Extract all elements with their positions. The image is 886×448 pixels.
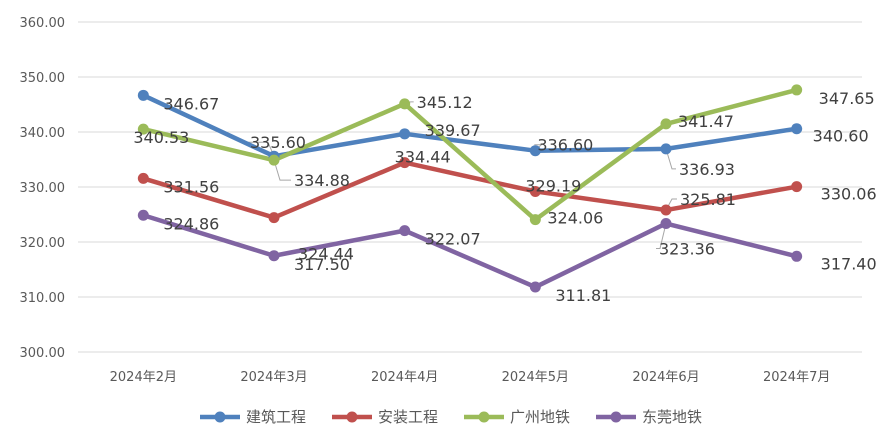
data-point (791, 181, 803, 193)
legend-marker (214, 411, 226, 423)
series-line (141, 160, 799, 220)
x-tick-label: 2024年3月 (240, 370, 307, 385)
legend-label: 安装工程 (378, 408, 438, 426)
data-point (660, 143, 672, 155)
series-lines (141, 87, 799, 290)
data-point (660, 218, 672, 230)
data-point (399, 98, 411, 110)
data-label: 336.60 (537, 136, 593, 155)
data-label: 336.93 (679, 160, 735, 179)
y-tick-label: 300.00 (20, 346, 66, 361)
data-point (137, 89, 149, 101)
data-label: 317.50 (294, 255, 350, 274)
data-label: 334.88 (294, 171, 350, 190)
data-label: 324.44 (298, 245, 354, 264)
data-point (660, 118, 672, 130)
data-label: 324.86 (163, 214, 219, 233)
data-label: 346.67 (163, 94, 219, 113)
data-label: 311.81 (555, 286, 611, 305)
series-points (137, 84, 803, 293)
data-label: 341.47 (678, 112, 734, 131)
data-label: 340.53 (133, 128, 189, 147)
y-tick-label: 340.00 (20, 126, 66, 141)
data-point (399, 225, 411, 237)
series-line (141, 93, 799, 159)
data-label: 340.60 (813, 127, 869, 146)
legend-marker (346, 411, 358, 423)
data-label: 339.67 (425, 121, 481, 140)
data-labels: 346.67 335.60 339.67 336.60 336.93 340.60 331.… (133, 89, 876, 305)
data-point (268, 212, 280, 224)
data-label: 317.40 (821, 254, 877, 273)
x-axis-ticks: 2024年2月 2024年3月 2024年4月 2024年5月 2024年6月 2024年… (110, 370, 831, 385)
data-point (529, 281, 541, 293)
data-label: 322.07 (425, 230, 481, 249)
y-tick-label: 320.00 (20, 236, 66, 251)
x-tick-label: 2024年7月 (763, 370, 830, 385)
y-tick-label: 360.00 (20, 16, 66, 31)
legend-label: 广州地铁 (510, 408, 570, 426)
data-point (137, 172, 149, 184)
y-tick-label: 350.00 (20, 71, 66, 86)
data-label: 329.19 (525, 176, 581, 195)
y-tick-label: 310.00 (20, 291, 66, 306)
data-point (399, 128, 411, 140)
x-tick-label: 2024年4月 (371, 370, 438, 385)
label-leader-line (656, 223, 667, 250)
data-label: 347.65 (819, 89, 875, 108)
x-tick-label: 2024年2月 (110, 370, 177, 385)
legend-marker (610, 411, 622, 423)
data-label: 323.36 (659, 240, 715, 259)
data-point (529, 145, 541, 157)
legend-marker (478, 411, 490, 423)
legend: 建筑工程 安装工程 广州地铁 东莞地铁 (200, 408, 702, 426)
legend-label: 东莞地铁 (642, 408, 702, 426)
x-tick-label: 2024年6月 (632, 370, 699, 385)
series-line (141, 213, 799, 290)
data-point (529, 185, 541, 197)
data-label: 330.06 (821, 185, 877, 204)
data-label: 324.06 (547, 209, 603, 228)
data-point (137, 123, 149, 135)
y-axis-ticks: 300.00 310.00 320.00 330.00 340.00 350.00 360.… (20, 16, 66, 361)
data-point (268, 250, 280, 262)
data-point (791, 84, 803, 96)
data-label: 325.81 (680, 190, 736, 209)
label-leader-lines (247, 101, 677, 250)
data-point (791, 250, 803, 262)
label-leader-line (273, 160, 291, 181)
data-label: 334.44 (395, 148, 451, 167)
data-point (529, 214, 541, 226)
data-point (660, 204, 672, 216)
data-point (791, 123, 803, 135)
series-line (141, 87, 799, 222)
data-point (399, 157, 411, 169)
legend-label: 建筑工程 (246, 408, 306, 426)
gridlines (78, 21, 862, 353)
data-label: 331.56 (163, 177, 219, 196)
data-label: 345.12 (417, 93, 473, 112)
data-label: 335.60 (250, 133, 306, 152)
data-point (268, 154, 280, 166)
y-tick-label: 330.00 (20, 181, 66, 196)
data-point (137, 209, 149, 221)
label-leader-line (665, 148, 676, 170)
x-tick-label: 2024年5月 (502, 370, 569, 385)
